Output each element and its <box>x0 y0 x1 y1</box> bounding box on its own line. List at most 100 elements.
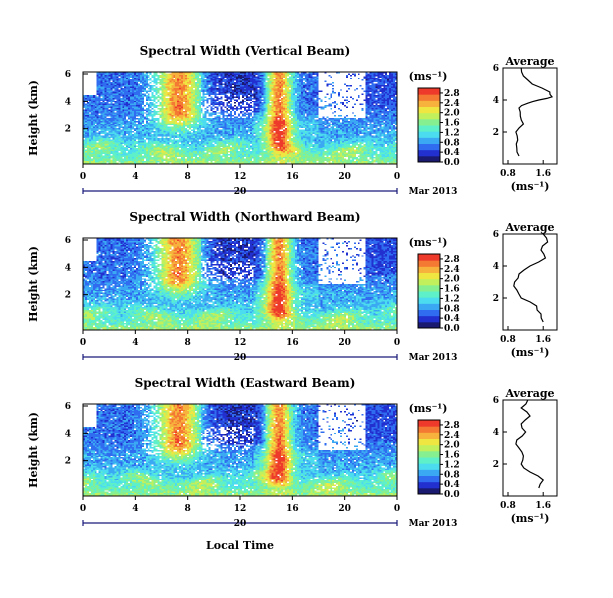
profile-y-tick-label: 4 <box>493 262 499 272</box>
chart-title: Spectral Width (Vertical Beam) <box>140 44 351 58</box>
colorbar-segment <box>418 143 440 151</box>
profile-y-tick-label: 6 <box>493 64 499 74</box>
x-tick-label: 12 <box>234 504 247 514</box>
date-label: 20 <box>234 519 247 529</box>
colorbar-segment <box>418 457 440 464</box>
x-tick-label: 0 <box>80 172 86 182</box>
y-tick-label: 2 <box>65 457 71 467</box>
colorbar-tick-label: 2.8 <box>444 89 460 99</box>
colorbar-segment <box>418 100 440 107</box>
colorbar-tick-label: 0.8 <box>444 470 460 480</box>
colorbar-segment <box>418 112 440 120</box>
colorbar-segment <box>418 481 440 489</box>
y-axis-label: Height (km) <box>27 80 40 156</box>
x-tick-label: 20 <box>338 504 351 514</box>
colorbar-segment <box>418 450 440 458</box>
profile-title: Average <box>504 221 554 234</box>
colorbar-tick-label: 1.6 <box>444 451 460 461</box>
profile-line <box>513 233 549 323</box>
profile-title: Average <box>504 387 554 400</box>
y-axis-label: Height (km) <box>27 246 40 322</box>
colorbar-tick-label: 2.4 <box>444 431 460 441</box>
x-tick-label: 0 <box>80 338 86 348</box>
profile-x-axis-label: (ms⁻¹) <box>511 180 550 193</box>
profile-line <box>515 399 545 489</box>
y-tick-label: 2 <box>65 125 71 135</box>
x-tick-label: 20 <box>338 172 351 182</box>
colorbar-tick-label: 0.8 <box>444 304 460 314</box>
profile-y-tick-label: 2 <box>493 294 499 304</box>
x-tick-label: 20 <box>338 338 351 348</box>
month-label: Mar 2013 <box>409 187 458 197</box>
x-tick-label: 12 <box>234 338 247 348</box>
colorbar-frame <box>417 253 441 329</box>
profile-x-axis-label: (ms⁻¹) <box>511 512 550 525</box>
colorbar-segment <box>418 266 440 273</box>
y-tick-label: 4 <box>65 97 71 107</box>
x-tick-label: 16 <box>286 338 299 348</box>
heatmap-image <box>83 72 397 164</box>
colorbar-segment <box>418 463 440 470</box>
colorbar-tick-label: 0.8 <box>444 138 460 148</box>
profile-y-tick-label: 6 <box>493 230 499 240</box>
x-tick-label: 8 <box>185 338 191 348</box>
colorbar-unit: (ms⁻¹) <box>409 402 448 415</box>
x-tick-label: 16 <box>286 172 299 182</box>
x-tick-label: 8 <box>185 172 191 182</box>
colorbar-tick-label: 0.4 <box>444 314 460 324</box>
profile-x-tick-label: 0.8 <box>500 335 516 345</box>
x-axis-label: Local Time <box>206 539 274 552</box>
date-label: 20 <box>234 187 247 197</box>
colorbar-tick-label: 1.2 <box>444 128 460 138</box>
colorbar-tick-label: 1.2 <box>444 294 460 304</box>
colorbar-frame <box>417 419 441 495</box>
month-label: Mar 2013 <box>409 519 458 529</box>
chart-title: Spectral Width (Northward Beam) <box>129 210 360 224</box>
colorbar-tick-label: 2.0 <box>444 109 460 119</box>
y-tick-label: 2 <box>65 291 71 301</box>
profile-y-tick-label: 4 <box>493 96 499 106</box>
colorbar-tick-label: 0.0 <box>444 324 460 334</box>
colorbar-segment <box>418 426 440 433</box>
profile-x-tick-label: 0.8 <box>500 169 516 179</box>
y-tick-label: 4 <box>65 429 71 439</box>
colorbar-tick-label: 2.8 <box>444 255 460 265</box>
colorbar-tick-label: 2.0 <box>444 275 460 285</box>
profile-frame <box>502 67 558 165</box>
colorbar-segment <box>418 315 440 323</box>
profile-y-tick-label: 4 <box>493 428 499 438</box>
y-tick-label: 6 <box>65 70 71 80</box>
colorbar-segment <box>418 438 440 446</box>
colorbar-segment <box>418 106 440 114</box>
colorbar-segment <box>418 487 440 495</box>
colorbar-tick-label: 0.0 <box>444 490 460 500</box>
x-tick-label: 12 <box>234 172 247 182</box>
profile-frame <box>502 233 558 331</box>
x-tick-label: 0 <box>394 504 400 514</box>
colorbar-unit: (ms⁻¹) <box>409 236 448 249</box>
x-tick-label: 0 <box>80 504 86 514</box>
colorbar-segment <box>418 291 440 298</box>
colorbar-tick-label: 0.4 <box>444 480 460 490</box>
profile-y-tick-label: 2 <box>493 460 499 470</box>
colorbar-tick-label: 1.2 <box>444 460 460 470</box>
colorbar-segment <box>418 420 440 427</box>
colorbar-segment <box>418 254 440 261</box>
colorbar-segment <box>418 137 440 144</box>
colorbar-segment <box>418 88 440 95</box>
y-tick-label: 6 <box>65 402 71 412</box>
chart-title: Spectral Width (Eastward Beam) <box>135 376 356 390</box>
colorbar-segment <box>418 303 440 310</box>
colorbar-segment <box>418 297 440 304</box>
profile-x-axis-label: (ms⁻¹) <box>511 346 550 359</box>
colorbar-frame <box>417 87 441 163</box>
colorbar-tick-label: 2.4 <box>444 99 460 109</box>
colorbar-segment <box>418 444 440 452</box>
colorbar-tick-label: 1.6 <box>444 119 460 129</box>
x-tick-label: 4 <box>132 338 138 348</box>
colorbar-unit: (ms⁻¹) <box>409 70 448 83</box>
x-tick-label: 0 <box>394 172 400 182</box>
heatmap-image <box>83 404 397 496</box>
colorbar-segment <box>418 94 440 101</box>
y-tick-label: 4 <box>65 263 71 273</box>
